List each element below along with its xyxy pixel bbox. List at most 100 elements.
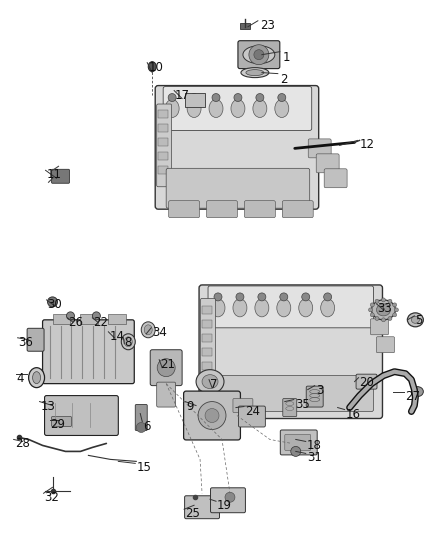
- FancyBboxPatch shape: [283, 399, 297, 416]
- Circle shape: [381, 298, 385, 302]
- Text: 13: 13: [41, 400, 56, 413]
- FancyBboxPatch shape: [45, 395, 118, 435]
- Ellipse shape: [209, 100, 223, 117]
- Ellipse shape: [377, 304, 390, 316]
- Circle shape: [393, 313, 397, 317]
- FancyBboxPatch shape: [238, 41, 280, 69]
- Ellipse shape: [277, 299, 291, 317]
- Bar: [158, 124, 168, 132]
- Text: 31: 31: [307, 451, 321, 464]
- FancyBboxPatch shape: [184, 496, 219, 519]
- Ellipse shape: [246, 70, 264, 76]
- Ellipse shape: [241, 68, 269, 78]
- Text: 33: 33: [378, 302, 392, 315]
- FancyBboxPatch shape: [42, 320, 134, 384]
- FancyBboxPatch shape: [371, 319, 389, 335]
- Text: 27: 27: [406, 390, 420, 402]
- Text: 25: 25: [185, 507, 200, 520]
- Ellipse shape: [253, 100, 267, 117]
- Text: 28: 28: [14, 438, 29, 450]
- Bar: [158, 139, 168, 147]
- Circle shape: [278, 94, 286, 101]
- Text: 9: 9: [186, 400, 194, 413]
- FancyBboxPatch shape: [306, 386, 323, 407]
- Text: 18: 18: [307, 439, 321, 453]
- Bar: [202, 348, 212, 356]
- FancyBboxPatch shape: [52, 416, 71, 426]
- FancyBboxPatch shape: [308, 139, 331, 158]
- Text: 24: 24: [245, 405, 260, 417]
- Text: 26: 26: [68, 316, 84, 329]
- Circle shape: [388, 299, 392, 303]
- Circle shape: [136, 423, 146, 432]
- Bar: [158, 166, 168, 174]
- Bar: [240, 23, 250, 29]
- Circle shape: [370, 313, 374, 317]
- FancyBboxPatch shape: [135, 405, 147, 431]
- Bar: [158, 110, 168, 118]
- Text: 17: 17: [175, 88, 190, 102]
- Ellipse shape: [275, 100, 289, 117]
- Text: 30: 30: [48, 298, 62, 311]
- FancyBboxPatch shape: [356, 374, 377, 389]
- Circle shape: [324, 293, 332, 301]
- FancyBboxPatch shape: [184, 391, 240, 440]
- Ellipse shape: [233, 299, 247, 317]
- Ellipse shape: [124, 337, 132, 347]
- Text: 5: 5: [415, 314, 423, 327]
- Circle shape: [256, 94, 264, 101]
- FancyBboxPatch shape: [324, 169, 347, 188]
- Bar: [202, 320, 212, 328]
- Ellipse shape: [144, 325, 152, 335]
- FancyBboxPatch shape: [208, 376, 374, 411]
- Ellipse shape: [255, 299, 269, 317]
- Text: 29: 29: [50, 417, 66, 431]
- FancyBboxPatch shape: [157, 382, 176, 407]
- FancyBboxPatch shape: [316, 154, 339, 173]
- Text: 2: 2: [280, 72, 287, 86]
- Ellipse shape: [148, 62, 156, 71]
- Ellipse shape: [121, 334, 135, 350]
- Ellipse shape: [187, 100, 201, 117]
- FancyBboxPatch shape: [283, 201, 313, 217]
- Ellipse shape: [202, 375, 218, 389]
- Circle shape: [375, 299, 379, 303]
- FancyBboxPatch shape: [155, 86, 319, 209]
- Circle shape: [302, 293, 310, 301]
- Circle shape: [388, 317, 392, 320]
- Ellipse shape: [141, 322, 155, 338]
- FancyBboxPatch shape: [238, 406, 265, 427]
- Circle shape: [212, 94, 220, 101]
- Circle shape: [280, 293, 288, 301]
- Circle shape: [370, 303, 374, 307]
- Circle shape: [92, 312, 100, 320]
- Ellipse shape: [165, 100, 179, 117]
- Circle shape: [249, 45, 269, 64]
- Ellipse shape: [321, 299, 335, 317]
- Ellipse shape: [243, 46, 275, 63]
- Circle shape: [198, 401, 226, 430]
- Circle shape: [48, 297, 57, 307]
- Text: 21: 21: [160, 358, 175, 371]
- Text: 4: 4: [17, 372, 24, 385]
- Ellipse shape: [411, 317, 419, 324]
- Ellipse shape: [211, 299, 225, 317]
- Text: 23: 23: [260, 19, 275, 32]
- Ellipse shape: [32, 372, 41, 384]
- Text: 20: 20: [360, 376, 374, 389]
- FancyBboxPatch shape: [27, 328, 44, 351]
- Circle shape: [214, 293, 222, 301]
- Bar: [202, 306, 212, 314]
- Text: 19: 19: [217, 499, 232, 512]
- Text: 34: 34: [152, 326, 167, 339]
- Circle shape: [67, 312, 74, 320]
- Ellipse shape: [28, 368, 45, 387]
- Text: 7: 7: [210, 378, 218, 391]
- Ellipse shape: [407, 313, 424, 327]
- FancyBboxPatch shape: [207, 201, 237, 217]
- Bar: [202, 334, 212, 342]
- Circle shape: [258, 293, 266, 301]
- Circle shape: [234, 94, 242, 101]
- Text: 1: 1: [283, 51, 290, 63]
- FancyBboxPatch shape: [163, 86, 312, 131]
